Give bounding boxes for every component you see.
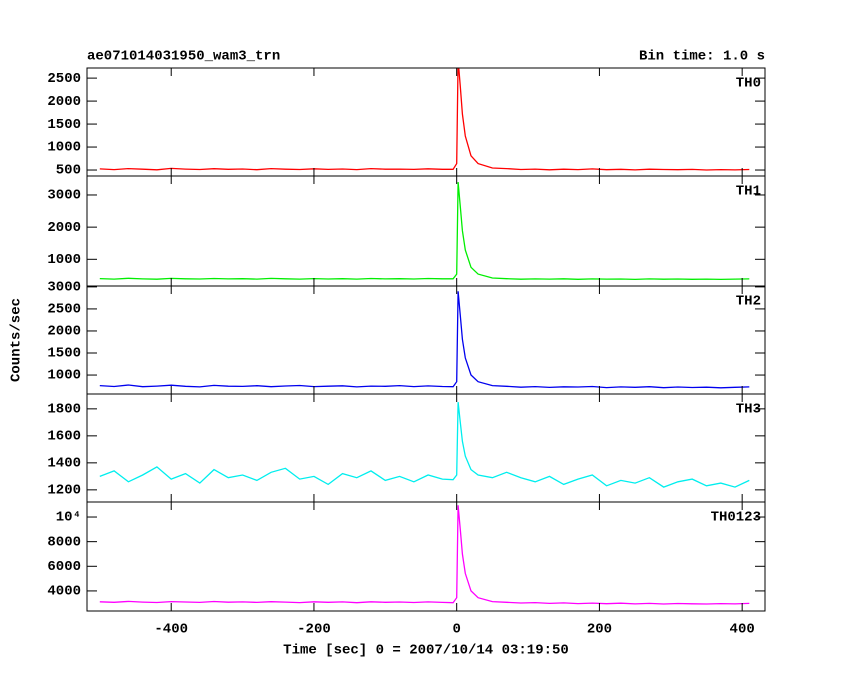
y-tick-label: 1600 [47, 429, 81, 445]
y-tick-label: 3000 [47, 188, 81, 204]
y-tick-label: 500 [56, 163, 81, 179]
panel-label: TH0123 [711, 510, 761, 526]
x-tick-label: -400 [154, 622, 188, 638]
y-tick-label: 1400 [47, 456, 81, 472]
y-tick-label: 6000 [47, 559, 81, 575]
y-tick-label: 1000 [47, 368, 81, 384]
panel-frame [86, 501, 766, 612]
panel-label: TH0 [736, 76, 761, 92]
y-tick-label: 2000 [47, 94, 81, 110]
panel-frame [86, 67, 766, 177]
bin-time: Bin time: 1.0 s [639, 49, 765, 65]
y-tick-label: 8000 [47, 534, 81, 550]
y-tick-label: 1500 [47, 117, 81, 133]
light-curve [99, 291, 750, 389]
panel-frame [86, 393, 766, 503]
chart-title: ae071014031950_wam3_trn [87, 49, 280, 65]
light-curve [99, 505, 750, 605]
y-tick-label: 10⁴ [56, 510, 81, 526]
y-tick-label: 1000 [47, 140, 81, 156]
y-tick-label: 1800 [47, 402, 81, 418]
y-tick-label: 2500 [47, 302, 81, 318]
panel-label: TH1 [736, 184, 761, 200]
x-tick-label: 200 [587, 622, 612, 638]
light-curve [99, 68, 750, 171]
x-axis-label: Time [sec] 0 = 2007/10/14 03:19:50 [283, 643, 569, 659]
y-axis-label: Counts/sec [9, 298, 25, 382]
y-tick-label: 1000 [47, 252, 81, 268]
y-tick-label: 2000 [47, 324, 81, 340]
light-curve [99, 402, 750, 488]
x-tick-label: 400 [730, 622, 755, 638]
panel-label: TH2 [736, 294, 761, 310]
y-tick-label: 1500 [47, 346, 81, 362]
y-tick-label: 3000 [47, 280, 81, 296]
panel-frame [86, 285, 766, 395]
y-tick-label: 2500 [47, 71, 81, 87]
panel-frame [86, 175, 766, 287]
panel-label: TH3 [736, 402, 761, 418]
x-tick-label: 0 [452, 622, 460, 638]
y-tick-label: 1200 [47, 483, 81, 499]
y-tick-label: 2000 [47, 220, 81, 236]
y-tick-label: 4000 [47, 584, 81, 600]
x-tick-label: -200 [297, 622, 331, 638]
light-curve [99, 182, 750, 281]
